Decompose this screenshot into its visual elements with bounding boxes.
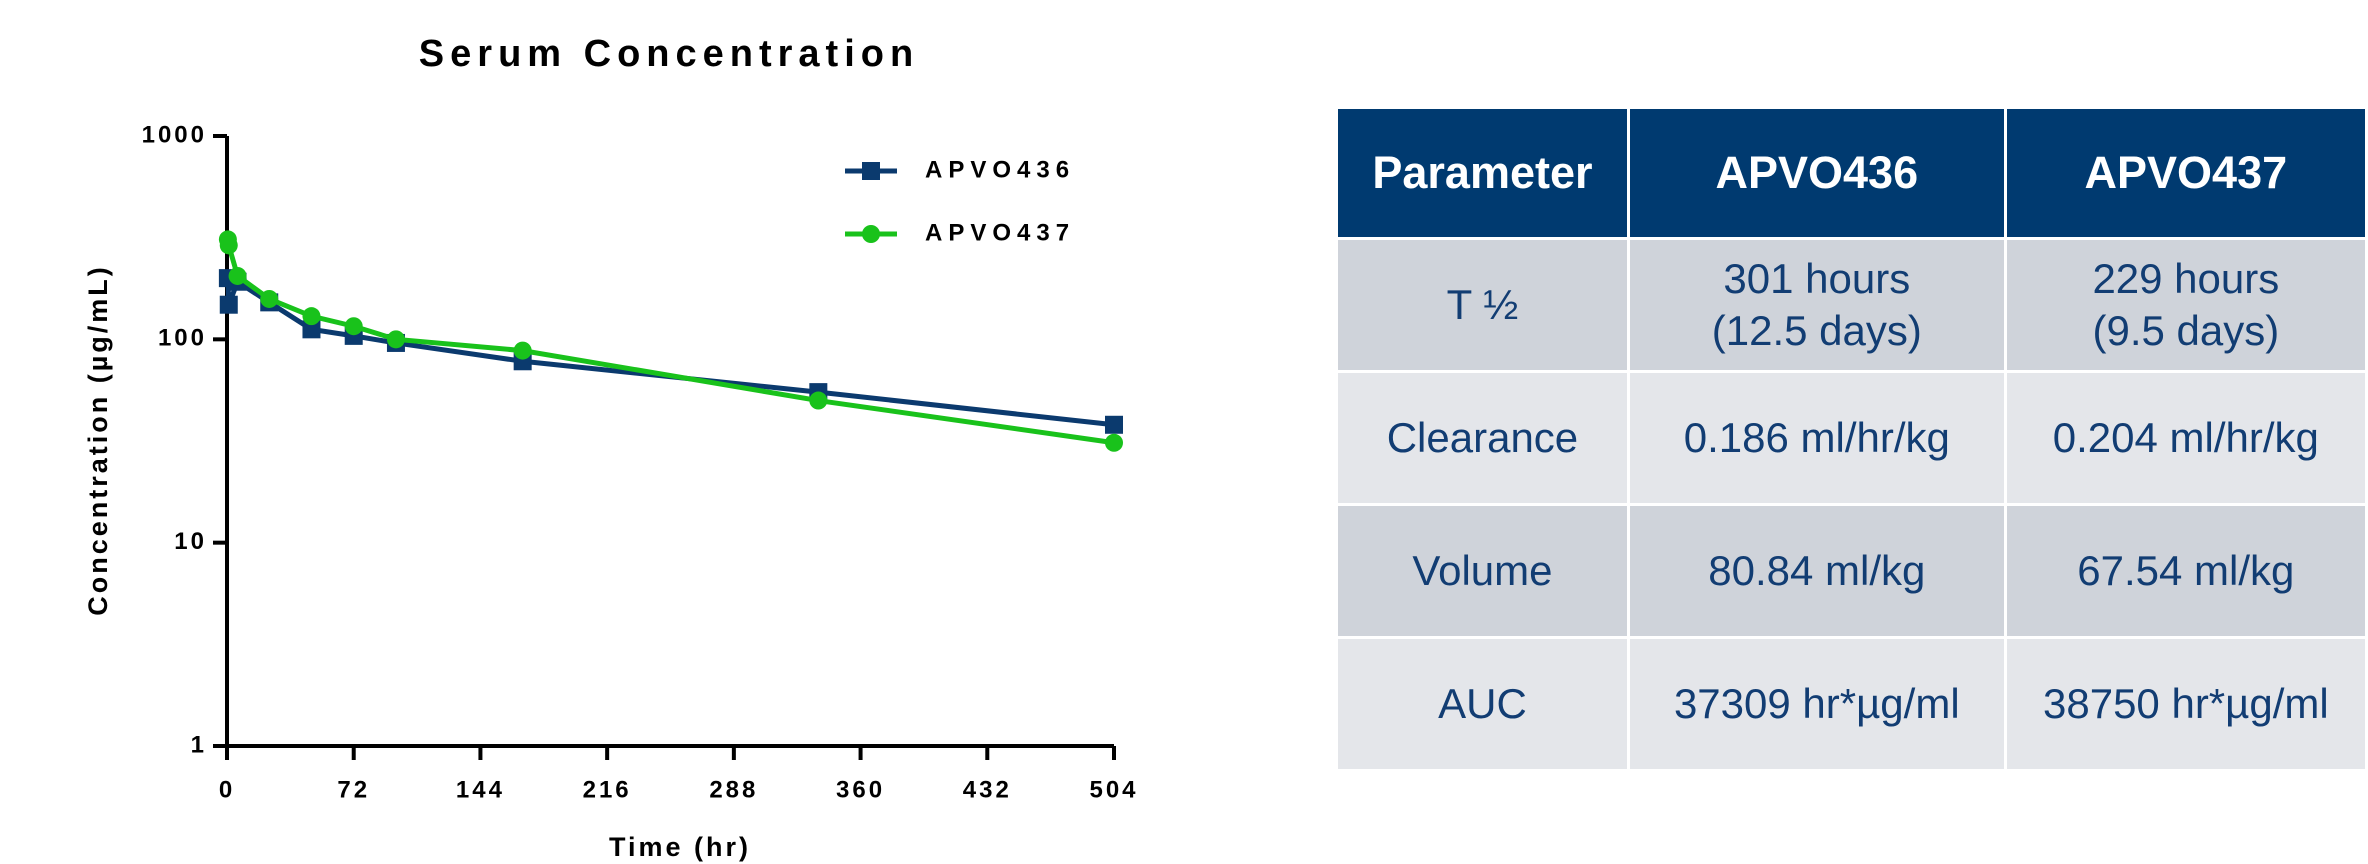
- table-cell: Volume: [1335, 503, 1630, 639]
- data-point: [219, 295, 238, 314]
- x-tick-label: 72: [337, 776, 370, 803]
- header-cell: APVO437: [2003, 106, 2368, 240]
- chart-title: Serum Concentration: [419, 33, 919, 75]
- table-cell: 80.84 ml/kg: [1626, 503, 2007, 639]
- table-cell: 0.204 ml/hr/kg: [2003, 370, 2368, 506]
- table-cell: 301 hours (12.5 days): [1626, 237, 2007, 373]
- data-point: [219, 236, 238, 255]
- data-point: [228, 266, 247, 285]
- header-cell: APVO436: [1626, 106, 2007, 240]
- chart: Serum Concentration Time (hr) Concentrat…: [83, 33, 1138, 862]
- table-row: Volume 80.84 ml/kg 67.54 ml/kg: [1335, 503, 2368, 639]
- data-point: [513, 341, 532, 360]
- series-line: [225, 239, 1115, 446]
- data-point: [260, 289, 279, 308]
- legend-label: APVO436: [925, 156, 1075, 183]
- table-row: Clearance 0.186 ml/hr/kg 0.204 ml/hr/kg: [1335, 370, 2368, 506]
- legend-marker: [862, 162, 880, 180]
- legend-label: APVO437: [925, 219, 1075, 246]
- series-line: [225, 277, 1115, 428]
- data-point: [302, 307, 321, 326]
- x-tick-label: 288: [709, 776, 758, 803]
- header-cell: Parameter: [1335, 106, 1630, 240]
- y-tick-label: 1000: [142, 121, 207, 148]
- table-cell: 38750 hr*µg/ml: [2003, 636, 2368, 772]
- parameter-table: Parameter APVO436 APVO437 T ½ 301 hours (12.…: [1335, 106, 2368, 772]
- table-cell: 229 hours (9.5 days): [2003, 237, 2368, 373]
- data-point: [344, 317, 363, 336]
- data-point: [386, 330, 405, 349]
- x-axis-label: Time (hr): [609, 832, 751, 862]
- header-row: Parameter APVO436 APVO437: [1335, 106, 2368, 240]
- data-point: [302, 320, 321, 339]
- x-tick-label: 216: [583, 776, 632, 803]
- table-cell: Clearance: [1335, 370, 1630, 506]
- legend-marker: [862, 225, 880, 243]
- table-cell: 0.186 ml/hr/kg: [1626, 370, 2007, 506]
- table-cell: 37309 hr*µg/ml: [1626, 636, 2007, 772]
- data-point: [809, 391, 828, 410]
- x-tick-label: 144: [456, 776, 505, 803]
- table-row: AUC 37309 hr*µg/ml 38750 hr*µg/ml: [1335, 636, 2368, 772]
- table-row: T ½ 301 hours (12.5 days) 229 hours (9.5 d…: [1335, 237, 2368, 373]
- y-tick-label: 1: [191, 731, 207, 758]
- y-tick-label: 10: [174, 528, 207, 555]
- table-cell: AUC: [1335, 636, 1630, 772]
- x-tick-label: 504: [1089, 776, 1138, 803]
- data-point: [1105, 433, 1123, 452]
- x-tick-label: 0: [219, 776, 235, 803]
- table-cell: 67.54 ml/kg: [2003, 503, 2368, 639]
- x-tick-label: 360: [836, 776, 885, 803]
- x-tick-label: 432: [963, 776, 1012, 803]
- data-point: [1105, 415, 1123, 434]
- y-tick-label: 100: [158, 325, 207, 352]
- table-cell: T ½: [1335, 237, 1630, 373]
- y-axis-label: Concentration (µg/mL): [83, 264, 113, 616]
